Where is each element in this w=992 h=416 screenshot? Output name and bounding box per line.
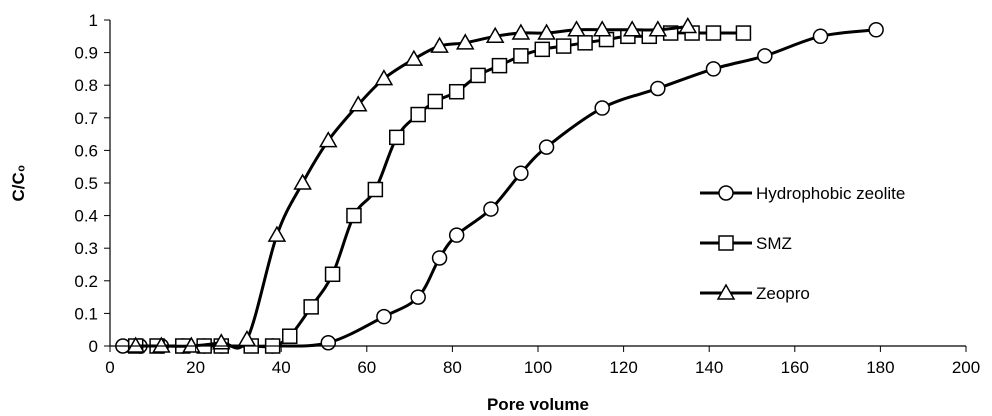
y-tick-label: 0.2 [74,272,98,291]
legend-marker [716,283,736,300]
data-point [513,165,529,181]
legend-item: Zeopro [700,283,810,303]
legend: Hydrophobic zeolite SMZ Zeopro [700,184,905,303]
data-point [410,289,426,305]
x-tick-label: 40 [272,358,291,377]
data-point [211,333,231,350]
data-point [430,36,449,53]
data-point [648,20,668,37]
data-point [538,139,555,155]
data-point [427,93,444,110]
data-point [705,25,722,41]
x-tick-label: 140 [695,358,723,377]
y-tick-label: 0.7 [74,109,98,128]
data-point [868,22,884,38]
legend-marker [718,185,734,201]
data-point [389,129,405,146]
y-tick-label: 0.3 [74,239,98,258]
y-tick-label: 0.5 [74,174,98,193]
data-point [303,299,319,315]
series-line [135,31,744,349]
data-point [324,266,341,283]
data-point [448,227,465,243]
legend-item: SMZ [700,234,792,253]
data-point [485,26,505,44]
x-axis-title: Pore volume [487,395,589,414]
data-point [622,20,642,37]
data-point [735,25,752,41]
data-point [594,100,610,116]
data-point [537,23,556,40]
data-point [455,33,475,50]
y-axis-title: C/C₀ [9,165,28,202]
y-tick-label: 0.8 [74,76,98,95]
data-point [376,308,392,325]
series-square [127,25,752,354]
legend-item: Hydrophobic zeolite [700,184,905,203]
x-tick-label: 20 [186,358,205,377]
data-point [592,20,612,37]
data-point [812,28,829,45]
x-tick-label: 160 [781,358,809,377]
data-point [346,207,362,224]
data-point [511,23,531,40]
data-point [513,48,529,64]
data-point [483,201,499,217]
data-point [348,95,368,112]
x-tick-label: 200 [952,358,980,377]
x-axis: 0 20 40 60 80 100 120 140 160 180 200 [105,345,980,377]
y-axis: 0 0.1 0.2 0.3 0.4 0.5 0.6 0.7 0.8 0.9 1 [74,11,111,356]
data-point [757,48,773,64]
legend-label: Hydrophobic zeolite [756,184,905,203]
x-tick-label: 180 [866,358,894,377]
data-point [374,69,394,86]
legend-label: Zeopro [756,284,810,303]
data-point [318,131,338,148]
data-point [410,106,426,123]
data-point [470,67,486,84]
data-point [293,173,312,190]
x-tick-label: 80 [443,358,462,377]
data-point [577,35,593,51]
y-tick-label: 0.4 [74,207,98,226]
y-tick-label: 0 [89,337,98,356]
data-point [491,57,508,74]
data-point [367,181,384,198]
data-point [678,17,698,34]
data-point [534,41,551,58]
y-tick-label: 0.1 [74,304,98,323]
data-point [282,328,298,344]
x-tick-label: 100 [524,358,552,377]
data-point [267,225,287,242]
y-tick-label: 0.9 [74,44,98,63]
data-point [448,83,465,100]
data-point [404,49,424,66]
legend-marker [718,235,734,251]
y-tick-label: 1 [89,11,98,30]
data-point [431,250,448,266]
x-tick-label: 120 [609,358,637,377]
data-point [705,61,722,77]
data-point [320,334,337,351]
x-tick-label: 60 [357,358,376,377]
data-point [567,20,586,37]
x-tick-label: 0 [105,358,114,377]
legend-label: SMZ [756,234,792,253]
data-point [650,80,666,97]
y-tick-label: 0.6 [74,141,98,160]
data-point [152,336,171,353]
data-point [126,336,145,353]
data-point [555,38,572,54]
